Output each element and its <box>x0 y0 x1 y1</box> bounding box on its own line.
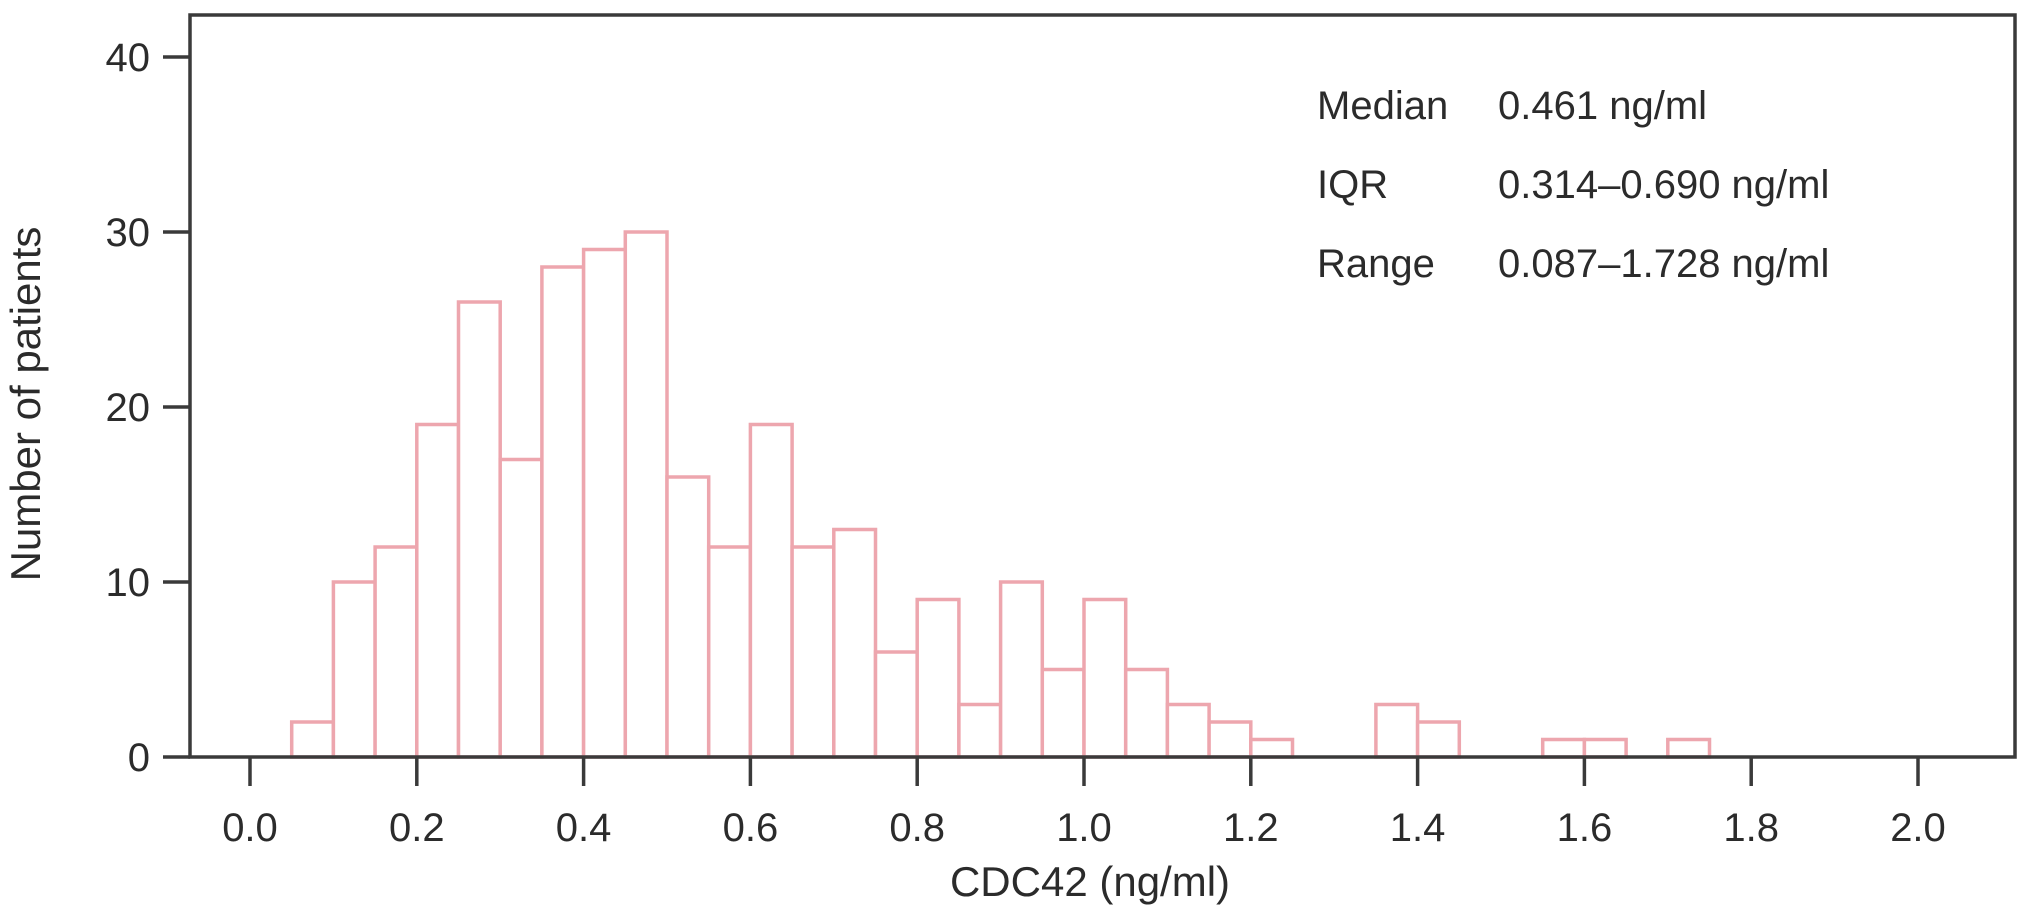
plot-border-box <box>188 13 2017 759</box>
x-axis-tick-label: 0.0 <box>222 806 278 850</box>
x-axis-tick-label: 1.2 <box>1223 806 1279 850</box>
histogram-bar <box>873 650 919 759</box>
y-axis-title: Number of patients <box>2 227 49 582</box>
stat-range-value: 0.087–1.728 ng/ml <box>1498 242 1829 286</box>
histogram-bar <box>1082 597 1128 759</box>
stat-median-value: 0.461 ng/ml <box>1498 84 1707 128</box>
histogram-bar <box>456 300 502 759</box>
histogram-bar <box>1666 737 1712 759</box>
x-axis-tick-label: 2.0 <box>1890 806 1946 850</box>
stat-iqr-value: 0.314–0.690 ng/ml <box>1498 163 1829 207</box>
x-axis-title: CDC42 (ng/ml) <box>950 858 1230 905</box>
x-axis-tick-label: 0.2 <box>389 806 445 850</box>
histogram-bar <box>1249 737 1295 759</box>
histogram-bar <box>1582 737 1628 759</box>
stat-range-label: Range <box>1317 242 1435 286</box>
x-axis-tick-label: 1.4 <box>1390 806 1446 850</box>
stat-median-label: Median <box>1317 84 1448 128</box>
stats-annotation-block: Median 0.461 ng/ml IQR 0.314–0.690 ng/ml… <box>1317 84 1829 286</box>
histogram-bar <box>998 580 1045 759</box>
x-axis-tick-label: 0.6 <box>723 806 779 850</box>
x-axis-tick-label: 0.4 <box>556 806 612 850</box>
histogram-bar <box>1540 737 1587 759</box>
histogram-bar <box>1040 667 1086 759</box>
x-axis-tick-label: 0.8 <box>889 806 945 850</box>
y-axis-tick-label: 10 <box>106 561 151 605</box>
histogram-bar <box>1123 667 1170 759</box>
histogram-bar <box>706 545 753 759</box>
histogram-bar <box>1165 702 1211 759</box>
histogram-bar <box>748 422 794 759</box>
histogram-bar <box>1207 720 1253 759</box>
histogram-bar <box>581 247 628 759</box>
y-axis-tick-label: 0 <box>128 736 150 780</box>
stat-iqr-label: IQR <box>1317 163 1388 207</box>
histogram-bar <box>540 265 586 759</box>
y-axis-tick-label: 30 <box>106 211 151 255</box>
histogram-bar <box>289 720 336 759</box>
histogram-bar <box>373 545 419 759</box>
histogram-bar <box>790 545 836 759</box>
y-axis-tick-label: 20 <box>106 386 151 430</box>
histogram-bar <box>1415 720 1462 759</box>
x-axis-tick-label: 1.6 <box>1557 806 1613 850</box>
y-axis-tick-label: 40 <box>106 36 151 80</box>
x-axis-tick-label: 1.8 <box>1723 806 1779 850</box>
histogram-bar <box>498 457 544 759</box>
x-axis-ticks-group: 0.0 0.2 0.4 0.6 0.8 1.0 1.2 1.4 1.6 1.8 2.0 <box>222 757 1946 850</box>
x-axis-tick-label: 1.0 <box>1056 806 1112 850</box>
histogram-bar <box>1374 702 1420 759</box>
histogram-bars-group <box>289 230 1712 759</box>
histogram-bar <box>623 230 669 759</box>
histogram-bar <box>415 422 461 759</box>
histogram-bar <box>665 475 711 759</box>
histogram-bar <box>915 597 961 759</box>
y-axis-ticks-group: 0 10 20 30 40 <box>106 36 190 780</box>
histogram-bar <box>957 702 1003 759</box>
histogram-bar <box>331 580 377 759</box>
histogram-bar <box>832 527 878 759</box>
